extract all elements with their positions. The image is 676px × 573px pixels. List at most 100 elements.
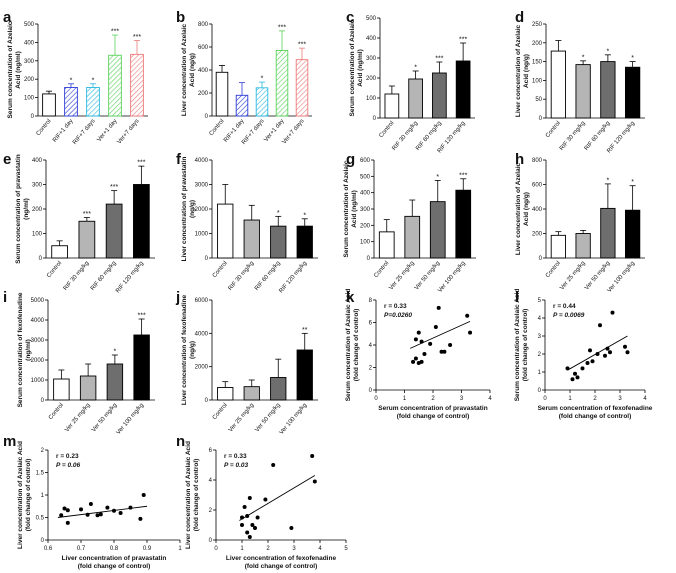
y-tick-label: 4000 [195, 158, 209, 164]
scatter-point [65, 508, 70, 513]
x-category-label: RIF 120 mg/kg [115, 260, 145, 294]
y-tick-label: 300 [32, 183, 43, 189]
bar [217, 387, 234, 401]
bar [53, 378, 70, 401]
y-axis-title: Serum concentration of pravastatin (ng/ml… [15, 154, 30, 263]
y-tick-label: 300 [24, 59, 35, 65]
significance-marker: * [582, 54, 585, 61]
scatter-point [112, 508, 116, 513]
y-tick-label: 800 [198, 22, 209, 28]
y-tick-label: 6 [209, 448, 213, 454]
scatter-point [575, 375, 580, 380]
panel-label-f: f [176, 151, 182, 168]
scatter-point [422, 352, 427, 356]
scatter-point [603, 353, 607, 358]
y-axis-title-text: Serum concentration of Azelaic Acid [514, 289, 521, 402]
scatter-point [439, 349, 444, 354]
scatter-point [588, 348, 592, 353]
y-axis-title-text: Acid (ng/g) [523, 192, 530, 226]
x-tick-label: 1 [178, 546, 182, 552]
scatter-point [465, 313, 470, 318]
scatter-point [605, 346, 610, 351]
x-category-label: Control [48, 402, 65, 421]
x-axis-title-sub: (fold change of control) [559, 413, 632, 420]
y-tick-label: 300 [360, 207, 371, 213]
p-value: P = 0.0069 [553, 312, 585, 319]
bar [235, 94, 249, 117]
scatter-point [312, 479, 317, 484]
scatter-point [245, 530, 250, 535]
scatter-point [118, 511, 123, 515]
y-tick-label: 150 [532, 60, 543, 66]
scatter-point [105, 505, 110, 510]
scatter-point [623, 344, 627, 349]
y-tick-label: 100 [24, 96, 35, 102]
scatter-point [95, 513, 100, 518]
bar [432, 72, 447, 119]
x-axis-title: Liver concentration of fexofenadine [226, 555, 337, 562]
y-axis-title-text: Liver concentration of Azelaic [515, 25, 522, 118]
y-tick-label: 1.5 [36, 471, 45, 477]
bar [550, 234, 567, 259]
bar [575, 64, 591, 119]
y-tick-label: 600 [198, 45, 209, 51]
scatter-point [625, 350, 630, 355]
bar [429, 201, 446, 259]
scatter-point [245, 514, 250, 518]
y-tick-label: 100 [32, 232, 43, 238]
bar [455, 189, 472, 259]
y-tick-label: 200 [532, 232, 543, 238]
y-tick-label: 0 [367, 256, 371, 262]
y-tick-label: 200 [32, 207, 43, 213]
y-axis-title-text: Liver concentration of Azelaic Acid [17, 441, 24, 549]
x-axis-title-sub: (fold change of control) [397, 413, 470, 420]
bar [130, 53, 144, 117]
x-category-label: Ver 25 mg/kg [228, 402, 255, 433]
significance-marker: * [70, 77, 73, 84]
y-axis-title-text: Serum concentration of fexofenadine [17, 292, 24, 407]
y-axis-title-text: Serum concentration of Azelaic Acid [345, 289, 352, 402]
x-category-label: Ver+7 days [117, 118, 141, 145]
bar [243, 386, 260, 401]
scatter-point [448, 343, 453, 347]
scatter-point [242, 505, 247, 509]
y-tick-label: 4000 [195, 331, 209, 337]
x-tick-label: 1 [568, 396, 572, 402]
x-category-label: Control [373, 260, 390, 279]
y-axis-title-text: Acid (ng/g) [523, 54, 530, 88]
y-tick-label: 0 [538, 388, 542, 394]
x-tick-label: 0.6 [44, 546, 53, 552]
significance-marker: *** [133, 34, 141, 41]
y-tick-label: 800 [532, 158, 543, 164]
y-tick-label: 300 [366, 56, 377, 62]
panel-l: l 0 1 2 3 4 5 0 1 2 3 4 Serum concentration of fexof… [514, 289, 653, 420]
significance-marker: *** [459, 37, 467, 44]
significance-marker: * [607, 177, 610, 184]
x-category-label: Control [212, 402, 229, 421]
scatter-point [598, 323, 602, 328]
y-tick-label: 4 [209, 478, 213, 484]
x-category-label: RIF+1 day [52, 118, 75, 143]
significance-marker: *** [459, 172, 467, 179]
scatter-point [419, 339, 424, 344]
bar [296, 349, 313, 401]
bar [575, 233, 591, 259]
x-category-label: Control [545, 120, 562, 139]
x-category-label: RIF 60 mg/kg [584, 120, 612, 151]
panel-label-b: b [176, 9, 185, 26]
scatter-point [413, 337, 418, 342]
panel-label-d: d [515, 9, 524, 26]
y-tick-label: 2000 [31, 358, 45, 364]
x-tick-label: 3 [292, 546, 296, 552]
y-axis-title-text: Liver concentration of pravastatin [181, 157, 188, 262]
y-tick-label: 0 [369, 388, 373, 394]
panel-label-j: j [175, 289, 180, 306]
x-tick-label: 2 [431, 396, 435, 402]
scatter-point [442, 349, 447, 354]
scatter-point [128, 505, 133, 510]
